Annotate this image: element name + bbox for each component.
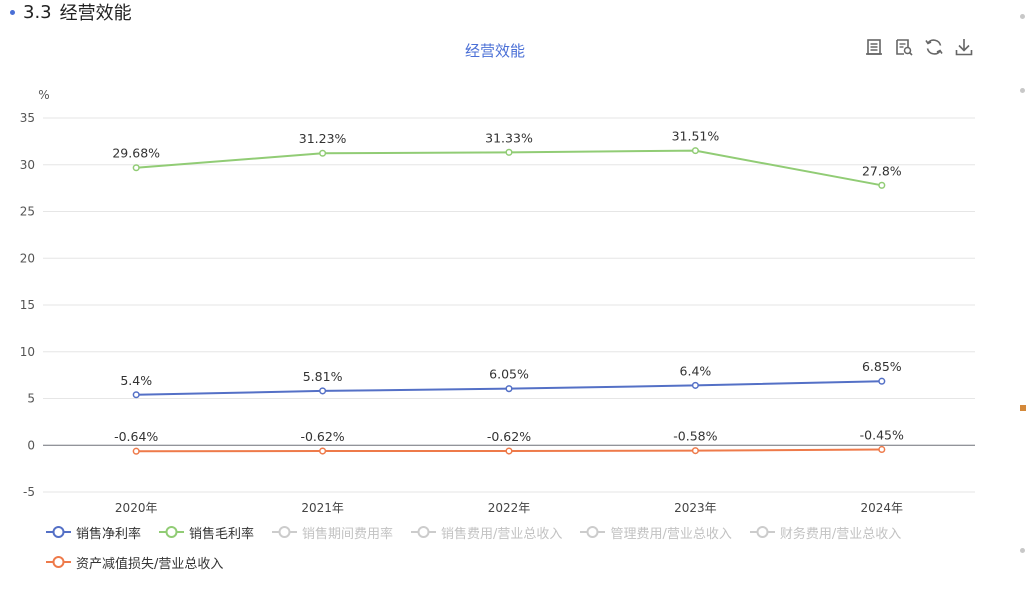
y-tick-label: -5: [23, 485, 35, 499]
legend-item[interactable]: 财务费用/营业总收入: [749, 521, 902, 543]
y-axis-unit-label: %: [38, 88, 49, 102]
section-title: 经营效能: [59, 3, 132, 24]
legend-swatch-icon: [272, 526, 298, 538]
restore-icon[interactable]: [924, 37, 944, 57]
legend-swatch-icon: [749, 526, 775, 538]
legend-label: 财务费用/营业总收入: [779, 526, 902, 542]
data-point[interactable]: [878, 445, 886, 454]
data-label: 29.68%: [112, 146, 160, 161]
y-tick-label: 10: [20, 345, 35, 359]
y-tick-label: 5: [27, 392, 35, 406]
data-point[interactable]: [505, 148, 513, 156]
legend-label: 销售费用/营业总收入: [441, 526, 563, 542]
data-label: 6.85%: [862, 359, 902, 374]
y-tick-label: 30: [20, 158, 35, 172]
data-label: -0.62%: [487, 429, 531, 444]
chart-toolbox: [864, 37, 974, 57]
section-bullet: [10, 9, 15, 15]
legend-swatch-icon: [46, 526, 71, 538]
legend-item[interactable]: 资产减值损失/营业总收入: [46, 551, 223, 573]
data-point[interactable]: [132, 164, 140, 172]
right-scroll-indicator: [1020, 0, 1026, 589]
data-label: 27.8%: [862, 163, 902, 178]
legend-swatch-icon: [411, 526, 437, 538]
line-chart: 经营效能% -5 0 5 10 15 20 25 30 35 2020年 2021年 2022年 2023…: [20, 42, 975, 515]
data-point[interactable]: [132, 391, 140, 399]
y-tick-label: 35: [20, 111, 35, 125]
magic-type-icon[interactable]: [894, 37, 914, 57]
data-point[interactable]: [691, 381, 699, 389]
data-point[interactable]: [878, 377, 886, 385]
data-label: 6.4%: [680, 363, 712, 378]
legend-label: 资产减值损失/营业总收入: [76, 556, 224, 572]
data-label: 31.33%: [485, 130, 533, 145]
data-view-icon[interactable]: [864, 37, 884, 57]
legend-item[interactable]: 销售期间费用率: [272, 521, 393, 543]
x-tick-label: 2024年: [861, 501, 904, 515]
data-label: 6.05%: [489, 367, 529, 382]
data-point[interactable]: [132, 447, 140, 455]
y-tick-label: 20: [20, 251, 35, 265]
y-tick-label: 15: [20, 298, 35, 312]
legend-item[interactable]: 管理费用/营业总收入: [580, 521, 732, 543]
data-point[interactable]: [319, 447, 327, 455]
legend-swatch-icon: [46, 556, 71, 568]
chart-legend: 销售净利率 销售毛利率 销售期间费用率 销售费用/营业总收入 管理费用/营业总收入 财务费…: [46, 521, 976, 573]
save-image-icon[interactable]: [954, 37, 974, 57]
strip-dot[interactable]: [1020, 14, 1025, 19]
data-label: 31.51%: [672, 129, 720, 144]
data-point[interactable]: [319, 387, 327, 395]
data-point[interactable]: [691, 447, 699, 455]
data-point[interactable]: [878, 181, 886, 189]
legend-label: 销售毛利率: [189, 526, 255, 542]
section-number: 3.3: [23, 1, 52, 23]
data-point[interactable]: [319, 149, 327, 157]
legend-label: 销售净利率: [76, 526, 142, 542]
data-label: -0.62%: [300, 429, 344, 444]
legend-item[interactable]: 销售毛利率: [159, 521, 254, 543]
data-label: 5.81%: [303, 369, 343, 384]
legend-label: 管理费用/营业总收入: [610, 526, 732, 542]
legend-label: 销售期间费用率: [302, 526, 394, 542]
legend-swatch-icon: [580, 526, 606, 538]
strip-active-marker[interactable]: [1020, 405, 1026, 411]
legend-item[interactable]: 销售净利率: [46, 521, 141, 543]
data-label: -0.64%: [114, 429, 158, 444]
x-tick-label: 2021年: [301, 501, 344, 515]
strip-dot[interactable]: [1020, 548, 1025, 553]
data-label: -0.58%: [673, 429, 717, 444]
data-point[interactable]: [505, 447, 513, 455]
section-header: 3.3 经营效能: [10, 0, 132, 24]
data-label: 31.23%: [299, 131, 347, 146]
x-tick-label: 2023年: [674, 501, 717, 515]
data-label: -0.45%: [860, 427, 904, 442]
chart-title: 经营效能: [465, 42, 525, 60]
x-tick-label: 2020年: [115, 501, 158, 515]
legend-item[interactable]: 销售费用/营业总收入: [411, 521, 562, 543]
data-label: 5.4%: [120, 373, 152, 388]
data-point[interactable]: [691, 147, 699, 155]
data-point[interactable]: [505, 385, 513, 393]
y-tick-label: 0: [27, 438, 35, 452]
y-tick-label: 25: [20, 205, 35, 219]
legend-swatch-icon: [159, 526, 185, 538]
x-tick-label: 2022年: [488, 501, 531, 515]
strip-dot[interactable]: [1020, 88, 1025, 93]
